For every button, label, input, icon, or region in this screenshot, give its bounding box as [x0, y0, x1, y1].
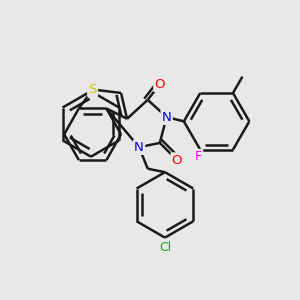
Text: S: S [88, 83, 97, 96]
Text: N: N [134, 141, 144, 154]
Text: N: N [162, 111, 172, 124]
Text: Cl: Cl [159, 242, 171, 254]
Text: O: O [154, 78, 165, 91]
Text: F: F [195, 150, 202, 163]
Text: O: O [172, 154, 182, 166]
